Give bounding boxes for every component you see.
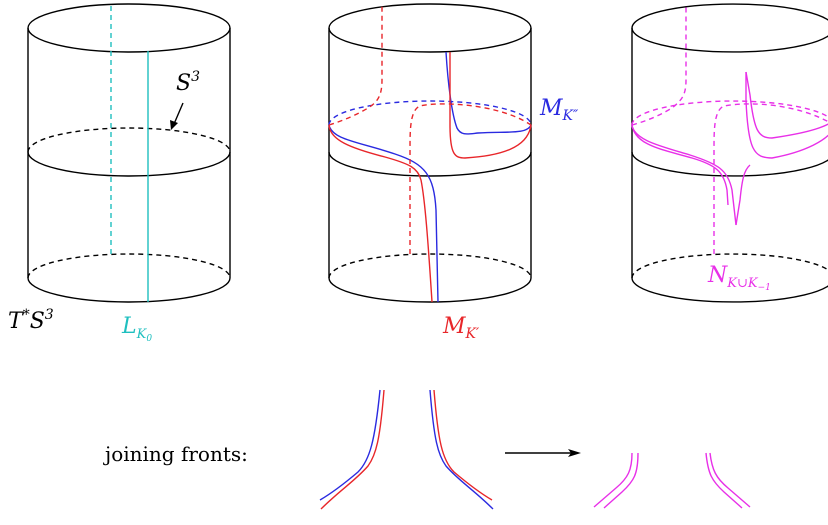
s3-arrow-shaft [173,102,184,125]
cylinder-left-bottom-back [27,253,231,279]
m-k-double-right-branch [445,51,532,135]
cylinder-left [27,3,231,303]
front-joined-right-outer [709,452,751,508]
cylinder-middle [328,3,532,303]
n-k-left-outer [631,124,737,226]
joining-fronts-after [593,452,751,509]
n-k-curves [631,6,828,254]
n-k-right-lower [745,72,828,159]
cylinder-right-top-front [631,27,828,53]
front-red-right [433,389,493,501]
label-n-k-union: NK∪K−1 [707,263,771,293]
label-s3: S3 [176,69,200,96]
cylinder-right-bottom-front [631,277,828,303]
m-k-prime-back-upper [328,6,383,126]
label-joining-fronts: joining fronts: [103,442,248,466]
m-k-prime-back-lower [409,103,532,254]
n-k-back-lower [713,103,828,254]
front-joined-left-inner [603,452,639,509]
cylinder-right-top-back [631,3,828,29]
cylinder-right-bottom-back [631,253,828,279]
cylinder-left-bottom-front [27,277,231,303]
cylinder-middle-top-rim [328,3,532,53]
cylinder-middle-s3-front [328,151,532,177]
label-cotangent-bundle: T*S3 [8,307,54,334]
label-m-k-double-prime: MK″ [539,96,579,124]
front-blue-left [319,389,381,501]
n-k-right-upper [745,71,828,139]
m-k-prime-right-branch [449,52,532,159]
cylinder-left-top-rim [27,3,231,53]
cylinder-left-s3-back [27,127,231,153]
n-k-back-upper [631,6,687,126]
transition-arrow-head [568,449,581,457]
cylinder-middle-bottom-back [328,253,532,279]
label-m-k-prime: MK′ [442,314,480,342]
cylinder-left-s3-front [27,151,231,177]
m-k-prime-left-branch [328,124,433,303]
m-k-double-back-arc [328,100,532,126]
s3-arrow-head [170,120,178,130]
n-k-left-inner [631,124,729,206]
front-joined-right-inner [705,452,743,509]
front-joined-left-outer [593,452,633,508]
m-k-double-left-branch [328,124,439,303]
cylinder-middle-bottom-front [328,277,532,303]
cylinder-right [631,3,828,303]
n-k-cusp [735,164,751,226]
n-k-back-arc [631,100,828,126]
front-blue-right [429,389,494,510]
front-red-left [320,389,385,510]
joining-fronts-before [319,389,494,510]
cylinder-right-s3-front [631,151,828,177]
label-l-k0: LK0 [121,314,152,344]
